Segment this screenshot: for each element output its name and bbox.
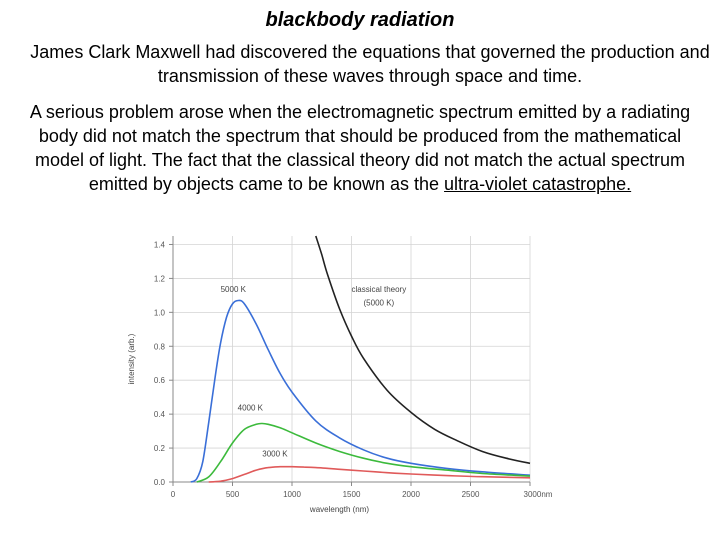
blackbody-spectrum-chart: 0.0 0.2 0.4 0.6 0.8 1.0 1.2 1.4 0 500 1000 1500 2000…: [127, 235, 553, 514]
y-tick-label: 1.2: [154, 274, 166, 283]
problem-paragraph-text: A serious problem arose when the electro…: [29, 102, 691, 194]
annotation-label: (5000 K): [364, 299, 395, 308]
chart-axes: [169, 236, 531, 486]
x-tick-label: 1500: [343, 490, 361, 499]
x-tick-label: 3000nm: [524, 490, 553, 499]
chart-series: [190, 235, 531, 483]
series-line-3: [315, 235, 531, 465]
chart-labels: 0.0 0.2 0.4 0.6 0.8 1.0 1.2 1.4 0 500 1000 1500 2000…: [127, 240, 553, 514]
problem-paragraph: A serious problem arose when the electro…: [20, 100, 700, 196]
series-line-2: [208, 465, 531, 483]
annotation-label: 4000 K: [238, 404, 264, 413]
y-tick-label: 1.4: [154, 240, 166, 249]
annotation-label: 5000 K: [221, 285, 247, 294]
y-tick-label: 0.8: [154, 342, 166, 351]
y-tick-label: 0.2: [154, 444, 166, 453]
x-tick-label: 0: [171, 490, 176, 499]
intro-paragraph: James Clark Maxwell had discovered the e…: [30, 42, 710, 86]
x-tick-label: 2000: [402, 490, 420, 499]
x-tick-label: 2500: [462, 490, 480, 499]
y-tick-label: 0.6: [154, 376, 166, 385]
series-line-0: [190, 299, 531, 483]
x-tick-label: 1000: [283, 490, 301, 499]
x-axis-label: wavelength (nm): [309, 505, 369, 514]
ultraviolet-catastrophe-link[interactable]: ultra-violet catastrophe.: [444, 174, 632, 194]
chart-grid: [173, 236, 531, 482]
annotation-label: classical theory: [352, 285, 407, 294]
y-tick-label: 0.4: [154, 410, 166, 419]
x-tick-label: 500: [226, 490, 240, 499]
slide-title: blackbody radiation: [265, 9, 455, 31]
annotation-label: 3000 K: [262, 450, 288, 459]
y-tick-label: 0.0: [154, 478, 166, 487]
y-tick-label: 1.0: [154, 308, 166, 317]
y-axis-label: intensity (arb.): [127, 333, 136, 384]
series-line-1: [196, 422, 531, 483]
